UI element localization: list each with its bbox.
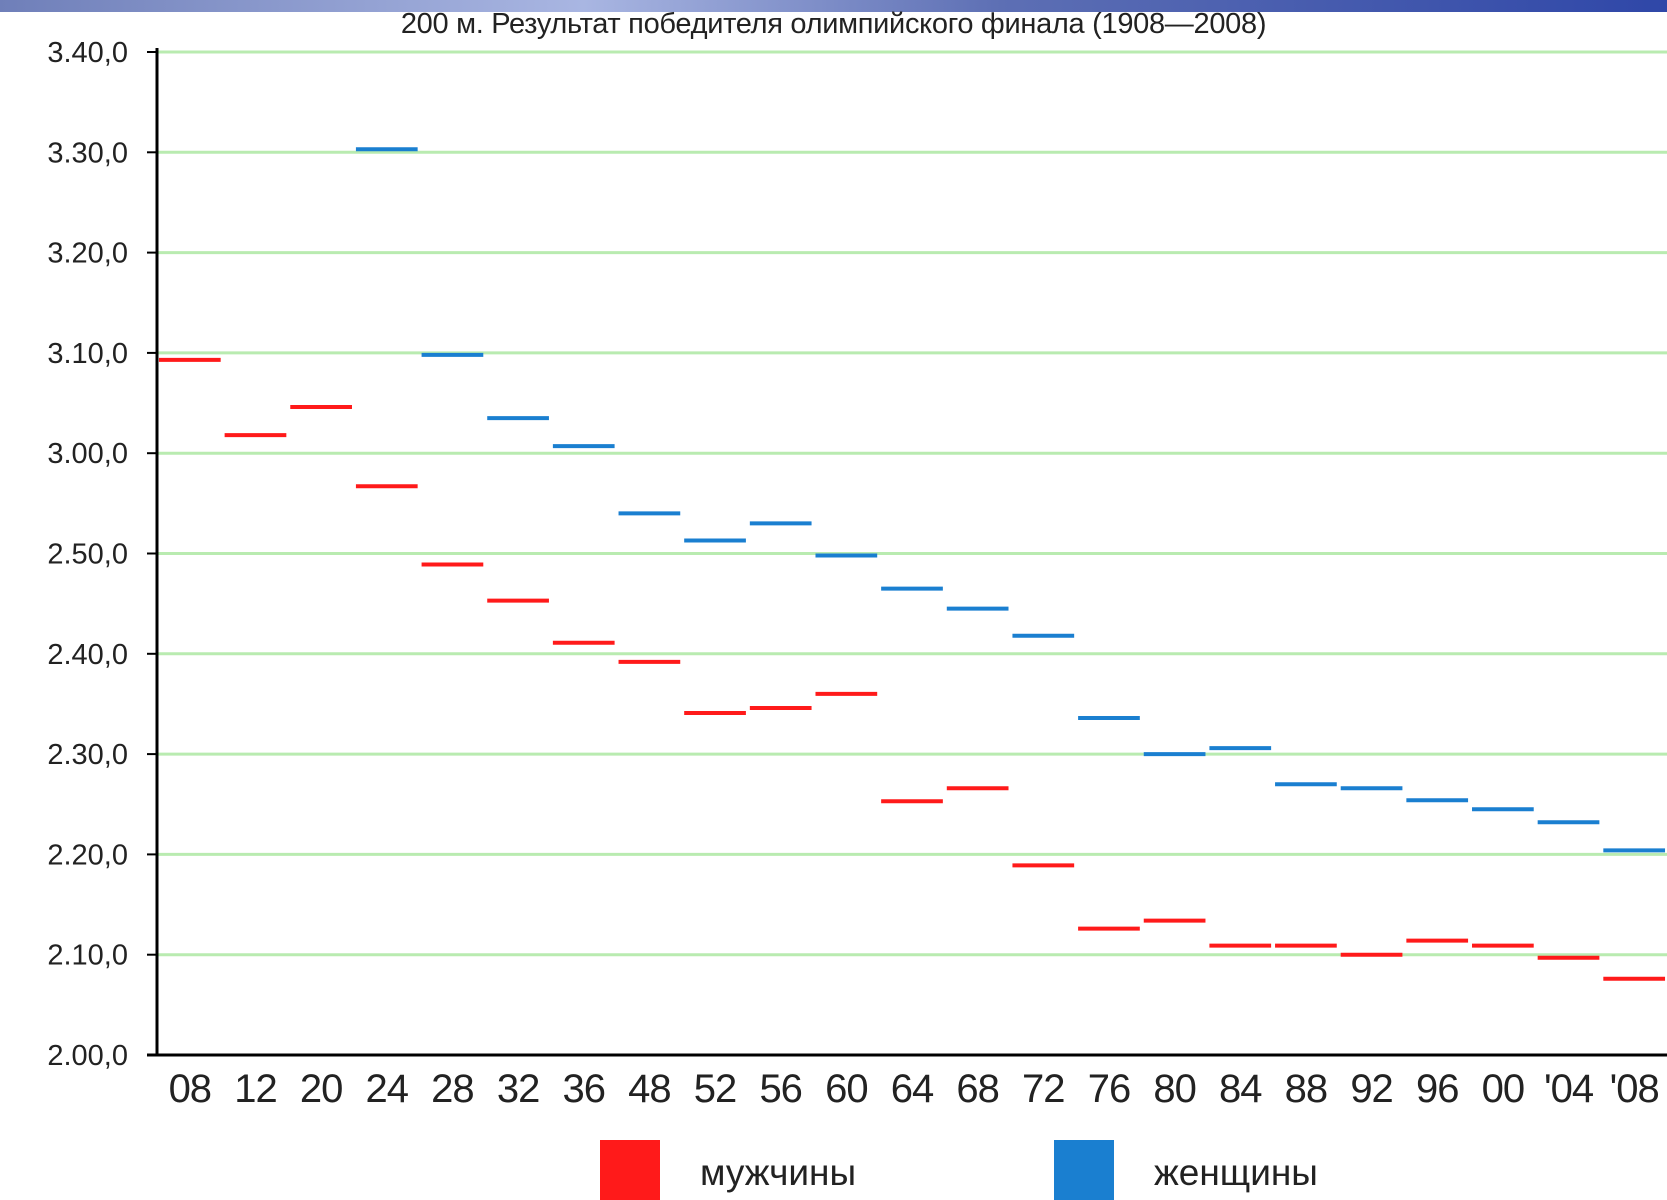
y-tick-label: 2.20,0 [47, 839, 128, 871]
legend-label-women: женщины [1154, 1152, 1318, 1193]
x-tick-label: 32 [497, 1067, 540, 1111]
x-tick-label: 12 [234, 1067, 277, 1111]
x-tick-label: 88 [1285, 1067, 1328, 1111]
x-tick-label: 92 [1350, 1067, 1393, 1111]
y-tick-label: 3.40,0 [47, 37, 128, 69]
x-tick-label: '08 [1610, 1067, 1659, 1111]
x-tick-label: 08 [169, 1067, 212, 1111]
y-tick-label: 2.00,0 [47, 1040, 128, 1072]
y-tick-label: 3.00,0 [47, 438, 128, 470]
legend-swatch-men [600, 1140, 660, 1200]
x-tick-label: 68 [956, 1067, 999, 1111]
y-tick-label: 3.20,0 [47, 238, 128, 270]
legend-swatch-women [1054, 1140, 1114, 1200]
y-tick-label: 2.40,0 [47, 639, 128, 671]
legend-label-men: мужчины [700, 1152, 857, 1193]
x-tick-label: 84 [1219, 1067, 1262, 1111]
x-tick-label: 20 [300, 1067, 343, 1111]
x-tick-label: 72 [1022, 1067, 1065, 1111]
y-tick-label: 2.30,0 [47, 739, 128, 771]
x-tick-label: 64 [891, 1067, 934, 1111]
x-tick-label: 52 [694, 1067, 737, 1111]
x-tick-label: 00 [1482, 1067, 1525, 1111]
y-tick-label: 2.50,0 [47, 539, 128, 571]
y-tick-label: 2.10,0 [47, 940, 128, 972]
x-tick-label: 56 [759, 1067, 802, 1111]
x-tick-label: 36 [562, 1067, 605, 1111]
x-tick-label: 24 [366, 1067, 409, 1111]
top-banner-strip [0, 0, 1667, 12]
x-tick-label: 48 [628, 1067, 671, 1111]
x-tick-label: 28 [431, 1067, 474, 1111]
x-tick-label: 60 [825, 1067, 868, 1111]
x-tick-label: '04 [1544, 1067, 1594, 1111]
y-tick-label: 3.30,0 [47, 137, 128, 169]
x-tick-label: 96 [1416, 1067, 1459, 1111]
chart-title: 200 м. Результат победителя олимпийского… [400, 8, 1267, 40]
y-tick-label: 3.10,0 [47, 338, 128, 370]
x-tick-label: 80 [1153, 1067, 1196, 1111]
x-tick-label: 76 [1088, 1067, 1131, 1111]
